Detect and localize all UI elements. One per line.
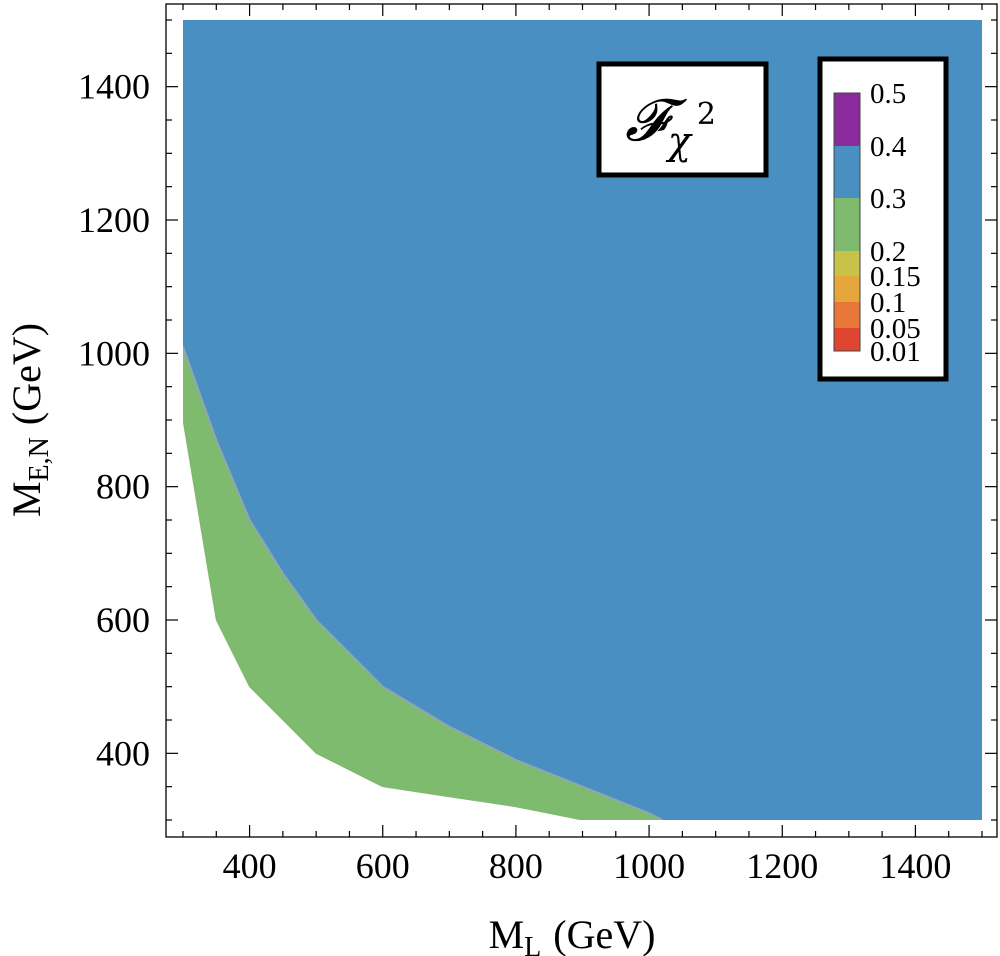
y-tick-label: 1000: [78, 333, 150, 373]
legend-swatch-0.01: [834, 328, 860, 351]
legend-label: 0.2: [870, 236, 906, 268]
x-tick-label: 800: [489, 846, 543, 886]
fchi2-subscript: χ: [665, 119, 693, 163]
legend-label: 0.1: [870, 287, 906, 319]
legend-swatch-0.4: [834, 93, 860, 146]
legend-swatch-0.15: [834, 251, 860, 276]
fchi2-annotation: 𝓕χ2: [596, 61, 769, 178]
x-tick-label: 400: [223, 846, 277, 886]
contour-boundary-line: [183, 346, 663, 820]
legend-swatch-0.05: [834, 302, 860, 328]
contour-regions: [183, 20, 982, 820]
legend-swatch-0.3: [834, 146, 860, 198]
x-tick-label: 1400: [879, 846, 951, 886]
y-axis-title-unit: (GeV): [4, 323, 49, 425]
y-axis-title-sub: E,N: [24, 437, 55, 481]
legend-colorbar-outline: [833, 92, 861, 352]
y-axis-title-main: M: [4, 481, 49, 517]
legend-label: 0.5: [870, 78, 906, 110]
axis-tick-labels: 400 600 800 1000 1200 1400 400 600 800 1000 1200 14…: [78, 67, 951, 886]
y-tick-label: 800: [96, 467, 150, 507]
x-tick-label: 1000: [613, 846, 685, 886]
axis-ticks: [166, 4, 997, 837]
legend-swatch-0.2: [834, 198, 860, 251]
y-tick-label: 400: [96, 733, 150, 773]
x-axis-title: ML (GeV): [489, 912, 656, 956]
y-tick-label: 600: [96, 600, 150, 640]
y-tick-label: 1400: [78, 67, 150, 107]
x-axis-title-sub: L: [524, 932, 541, 956]
x-axis-title-main: M: [489, 912, 525, 956]
legend-label: 0.4: [870, 131, 907, 163]
legend-label: 0.15: [870, 261, 921, 293]
legend: 0.010.050.10.150.2 0.3 0.4 0.5: [817, 56, 949, 382]
fchi2-superscript: 2: [697, 97, 716, 132]
legend-label: 0.05: [870, 313, 921, 345]
legend-label: 0.01: [870, 336, 921, 368]
y-axis-title: ME,N (GeV): [4, 323, 55, 517]
x-tick-label: 600: [356, 846, 410, 886]
legend-swatch-0.1: [834, 276, 860, 302]
legend-label: 0.3: [870, 183, 906, 215]
fchi2-annotation-box: [596, 61, 769, 178]
x-axis-title-unit: (GeV): [553, 912, 655, 956]
y-tick-label: 1200: [78, 200, 150, 240]
legend-colorbar: [833, 92, 861, 352]
x-tick-label: 1200: [746, 846, 818, 886]
legend-labels: 0.010.050.10.150.2 0.3 0.4 0.5: [870, 78, 921, 368]
